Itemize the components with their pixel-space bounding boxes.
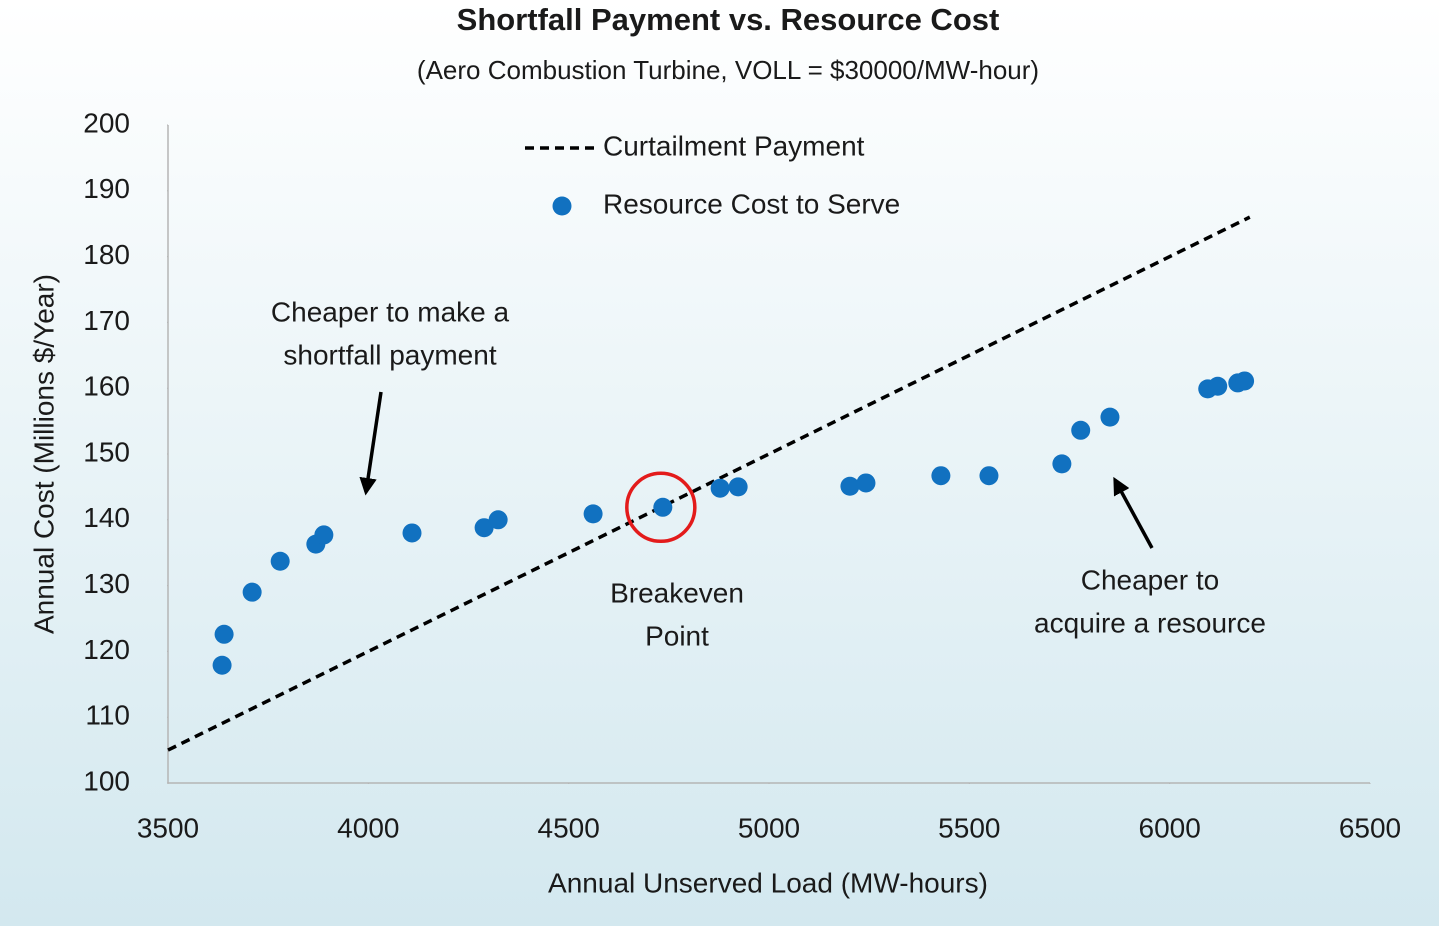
y-tick-label: 140 [83,502,130,533]
annotation: Cheaper to make a [271,296,510,327]
x-tick-label: 5000 [738,812,800,843]
curtailment-line [167,215,1251,752]
point [979,466,999,486]
y-tick-label: 190 [83,173,130,204]
point [212,655,232,675]
chart-subtitle: (Aero Combustion Turbine, VOLL = $30000/… [417,55,1039,85]
point [931,466,951,486]
y-axis-label: Annual Cost (Millions $/Year) [28,274,59,634]
y-tick-label: 170 [83,305,130,336]
annotation: shortfall payment [283,339,496,370]
point [242,582,262,602]
point [856,473,876,493]
y-tick-label: 150 [83,436,130,467]
point [402,523,422,543]
y-tick-label: 120 [83,634,130,665]
point [488,510,508,530]
y-tick-label: 160 [83,371,130,402]
legend-swatch [552,196,572,216]
point [314,525,334,545]
point [270,551,290,571]
x-tick-label: 5500 [938,812,1000,843]
point [474,518,494,538]
point [710,478,730,498]
x-tick-label: 6500 [1339,812,1401,843]
arrow [1113,476,1154,549]
point [1071,420,1091,440]
point [728,477,748,497]
annotation: Cheaper to [1081,564,1220,595]
point [1052,454,1072,474]
arrow [359,391,383,496]
point [214,624,234,644]
annotation: Point [645,620,709,651]
y-tick-label: 130 [83,568,130,599]
x-axis-label: Annual Unserved Load (MW-hours) [548,867,988,898]
legend-label: Resource Cost to Serve [603,188,900,219]
y-tick-label: 200 [83,107,130,138]
y-tick-label: 180 [83,239,130,270]
x-tick-label: 3500 [137,812,199,843]
breakeven-highlight [625,471,697,544]
point [1208,376,1228,396]
annotation: acquire a resource [1034,607,1266,638]
x-tick-label: 6000 [1139,812,1201,843]
x-tick-label: 4000 [337,812,399,843]
x-tick-label: 4500 [538,812,600,843]
point [653,497,673,517]
chart-title: Shortfall Payment vs. Resource Cost [457,2,1000,37]
y-tick-label: 100 [83,765,130,796]
point [1235,371,1255,391]
point [840,476,860,496]
y-tick-label: 110 [85,700,130,731]
point [583,504,603,524]
legend-label: Curtailment Payment [603,130,865,161]
annotation: Breakeven [610,577,744,608]
point [1100,407,1120,427]
